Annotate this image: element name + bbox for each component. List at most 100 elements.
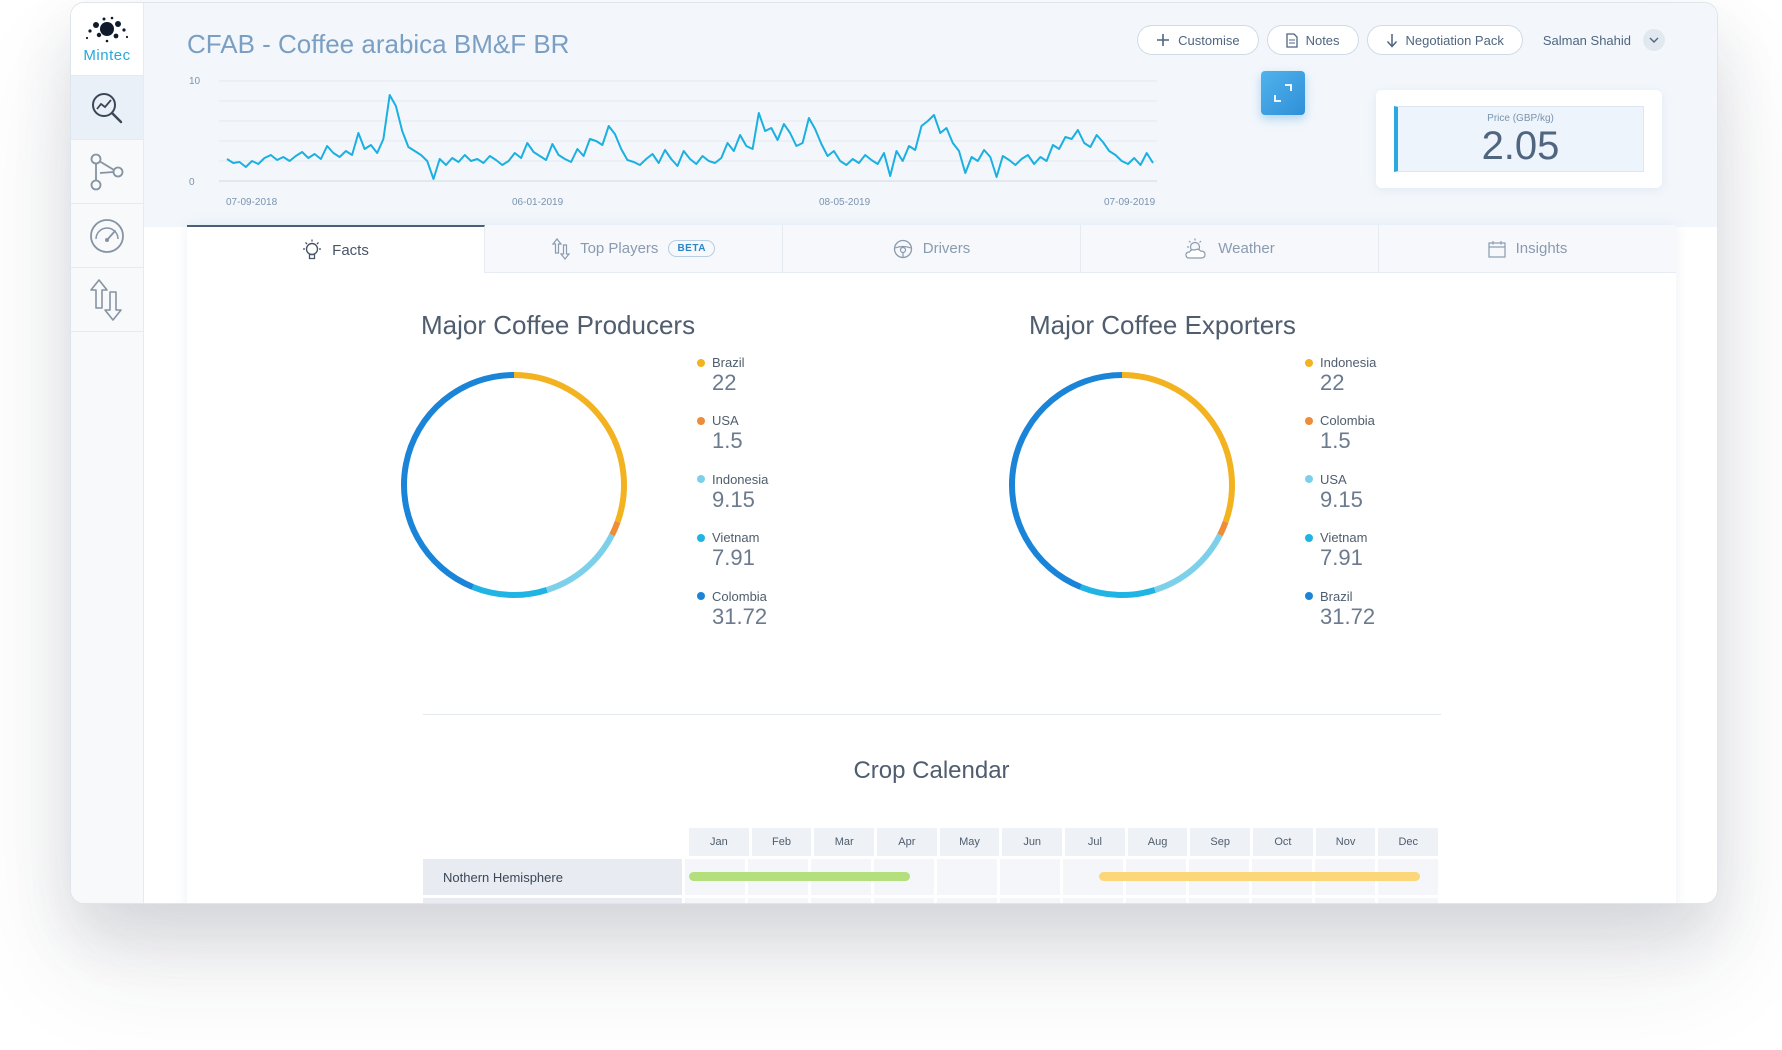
tab-top-players[interactable]: Top Players BETA <box>485 225 783 273</box>
logo[interactable]: Mintec <box>71 3 143 76</box>
donut-slice-brazil[interactable] <box>513 372 627 523</box>
legend-item: Vietnam 7.91 <box>1305 530 1376 571</box>
x-tick-1: 07-09-2018 <box>226 197 278 208</box>
price-series-line <box>226 94 1154 180</box>
calendar-row-label: Nothern Hemisphere <box>423 859 682 895</box>
expand-icon <box>1274 84 1292 102</box>
lightbulb-icon <box>303 239 322 260</box>
chart-search-icon <box>92 92 123 123</box>
section-divider <box>423 714 1441 715</box>
document-icon <box>1285 32 1298 48</box>
legend-label: Indonesia <box>1320 355 1377 370</box>
calendar-cell <box>1315 898 1375 903</box>
legend-dot-0 <box>1305 358 1313 367</box>
negotiation-pack-button[interactable]: Negotiation Pack <box>1366 25 1523 55</box>
calendar-month-nov: Nov <box>1315 828 1376 856</box>
donut-slice-colombia[interactable] <box>1217 520 1229 537</box>
calendar-row-cells <box>685 898 1441 903</box>
legend-value: 22 <box>1320 370 1345 395</box>
legend-dot-4 <box>1305 592 1313 601</box>
calendar-month-mar: Mar <box>814 828 875 856</box>
calendar-month-feb: Feb <box>751 828 812 856</box>
expand-chart-button[interactable] <box>1261 71 1305 115</box>
network-icon <box>90 153 124 190</box>
sidebar-item-gauge[interactable] <box>71 204 143 268</box>
logo-text: Mintec <box>83 47 131 64</box>
x-tick-2: 06-01-2019 <box>512 197 564 208</box>
calendar-row-label <box>423 898 682 903</box>
x-tick-4: 07-09-2019 <box>1104 197 1156 208</box>
legend-item: USA 1.5 <box>697 413 768 454</box>
price-box: Price (GBP/kg) 2.05 <box>1394 106 1644 172</box>
donut-slice-indonesia[interactable] <box>1121 372 1235 523</box>
producers-donut-chart <box>401 372 627 598</box>
exporters-donut-chart <box>1009 372 1235 598</box>
legend-item: Brazil 31.72 <box>1305 589 1376 630</box>
legend-value: 1.5 <box>1320 428 1351 454</box>
legend-dot-4 <box>697 592 705 601</box>
donut-slice-vietnam[interactable] <box>471 584 548 598</box>
sidebar-item-analysis[interactable] <box>71 76 143 140</box>
price-value: 2.05 <box>1481 123 1560 168</box>
calendar-month-jul: Jul <box>1065 828 1125 856</box>
donut-slice-colombia[interactable] <box>401 372 515 590</box>
legend-label: Colombia <box>1320 413 1375 429</box>
price-card: Price (GBP/kg) 2.05 <box>1376 90 1662 188</box>
legend-dot-3 <box>697 533 705 542</box>
sidebar: Mintec <box>71 3 144 903</box>
legend-dot-2 <box>1305 475 1313 484</box>
calendar-cell <box>937 859 997 895</box>
arrows-icon <box>552 237 571 260</box>
legend-value: 22 <box>712 370 737 395</box>
tab-drivers-label: Drivers <box>922 240 971 257</box>
sidebar-item-transfer[interactable] <box>71 268 143 332</box>
donut-slice-brazil[interactable] <box>1009 372 1123 590</box>
calendar-cell <box>811 898 871 903</box>
tab-facts-label: Facts <box>332 241 369 259</box>
sidebar-item-network[interactable] <box>71 140 143 204</box>
legend-dot-1 <box>1305 416 1313 425</box>
calendar-season-bar-0[interactable] <box>689 872 910 881</box>
legend-dot-3 <box>1305 533 1313 542</box>
calendar-month-apr: Apr <box>877 828 937 856</box>
notes-label: Notes <box>1305 32 1340 48</box>
calendar-cell <box>685 898 745 903</box>
notes-button[interactable]: Notes <box>1266 25 1359 55</box>
user-menu[interactable]: Salman Shahid <box>1543 29 1665 51</box>
legend-label: Colombia <box>712 588 767 604</box>
exporters-title: Major Coffee Exporters <box>1029 310 1296 340</box>
content-panel: Facts Top Players BETA Drivers <box>187 225 1676 903</box>
tab-insights[interactable]: Insights <box>1379 225 1676 273</box>
legend-label: Brazil <box>712 355 745 370</box>
y-tick-max: 10 <box>189 76 201 87</box>
donut-slice-vietnam[interactable] <box>1079 584 1156 598</box>
donut-slice-indonesia[interactable] <box>545 533 615 593</box>
tab-weather[interactable]: Weather <box>1081 225 1379 273</box>
tab-top-players-label: Top Players <box>580 240 659 257</box>
calendar-season-bar-1[interactable] <box>1098 872 1420 881</box>
tab-drivers[interactable]: Drivers <box>783 225 1081 273</box>
crop-calendar: Jan Feb Mar Apr May Jun Jul Aug Sep Oct Nov Dec Not… <box>423 828 1441 903</box>
legend-item: Indonesia 22 <box>1305 355 1376 396</box>
donut-slice-usa[interactable] <box>609 520 621 537</box>
calendar-month-oct: Oct <box>1253 828 1313 856</box>
calendar-icon <box>1488 240 1506 258</box>
plus-icon <box>1157 34 1170 46</box>
y-tick-min: 0 <box>189 177 195 188</box>
calendar-cell <box>1252 898 1312 903</box>
legend-label: USA <box>1320 471 1347 487</box>
chevron-down-icon[interactable] <box>1643 29 1665 51</box>
legend-label: Vietnam <box>1320 530 1368 546</box>
calendar-cell <box>874 898 934 903</box>
legend-item: Brazil 22 <box>697 355 768 396</box>
up-down-arrows-icon <box>90 278 122 321</box>
tab-facts[interactable]: Facts <box>187 225 485 273</box>
donut-slice-usa[interactable] <box>1153 533 1223 593</box>
exporters-legend: Indonesia 22 Colombia 1.5 USA 9.15 Vietn… <box>1305 355 1376 647</box>
steering-wheel-icon <box>893 239 912 258</box>
tab-insights-label: Insights <box>1515 240 1568 257</box>
legend-item: USA 9.15 <box>1305 472 1376 513</box>
page-title: CFAB - Coffee arabica BM&F BR <box>187 29 570 59</box>
customise-button[interactable]: Customise <box>1137 25 1259 55</box>
legend-value: 7.91 <box>712 545 755 571</box>
